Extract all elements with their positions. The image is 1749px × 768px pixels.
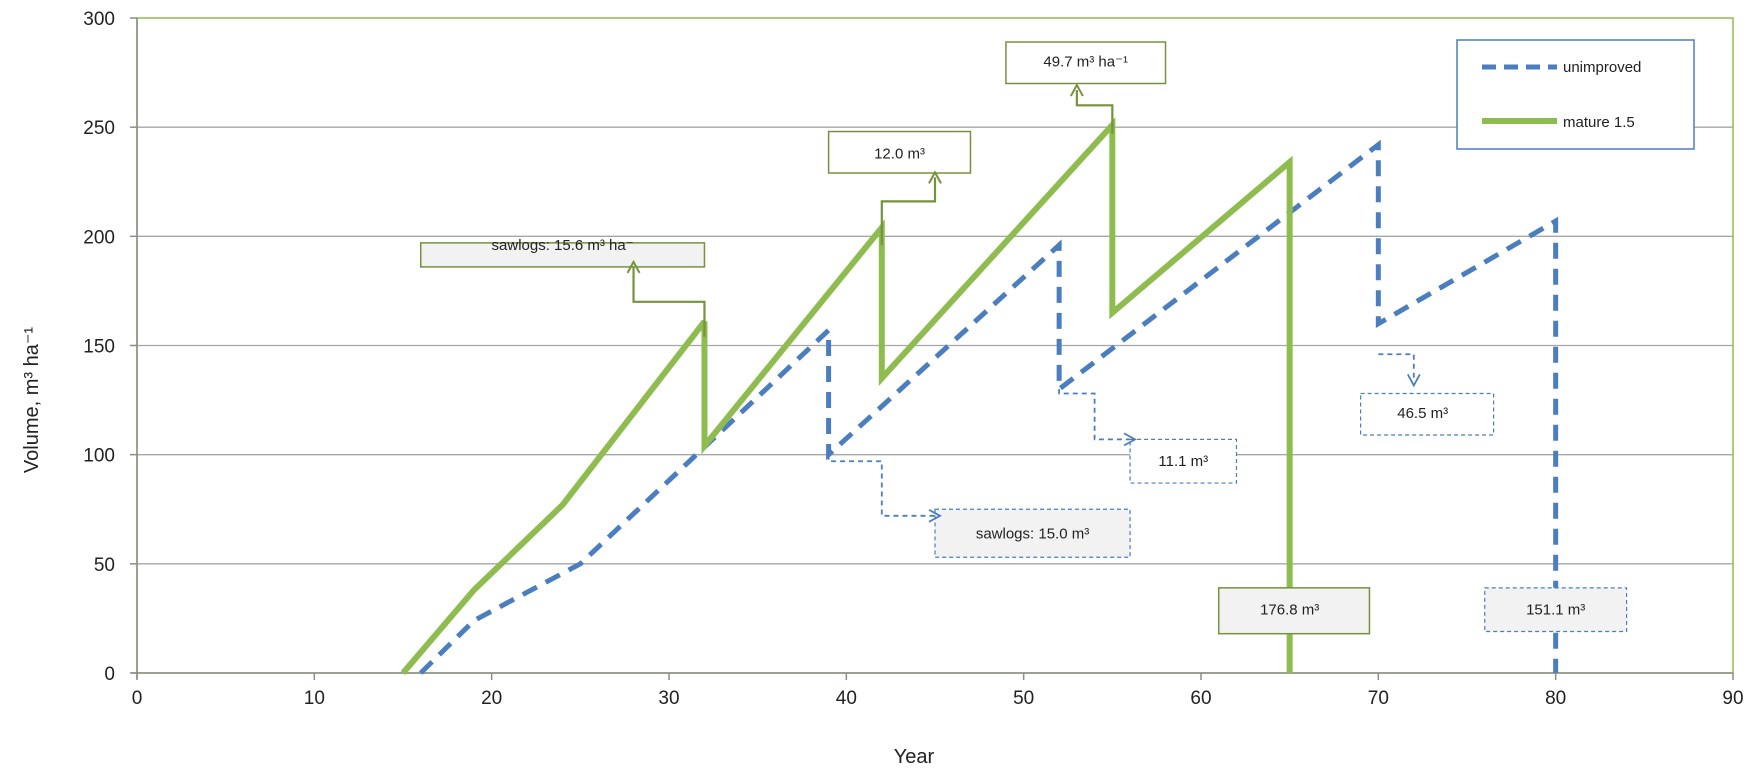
annotation-box-4 xyxy=(1129,438,1238,484)
x-tick-label-5: 50 xyxy=(1013,688,1034,709)
y-tick-label-5: 250 xyxy=(83,118,115,139)
x-axis-title: Year xyxy=(894,746,935,768)
x-tick-label-1: 10 xyxy=(304,688,325,709)
x-tick-label-6: 60 xyxy=(1190,688,1211,709)
annotation-connector-3 xyxy=(827,454,942,523)
x-tick-label-4: 40 xyxy=(836,688,857,709)
annotation-label-1: 12.0 m³ xyxy=(874,145,925,162)
legend: unimproved mature 1.5 xyxy=(1456,39,1695,150)
x-tick-label-3: 30 xyxy=(658,688,679,709)
x-tick-label-9: 90 xyxy=(1722,688,1743,709)
y-tick-label-3: 150 xyxy=(83,337,115,358)
annotation-box-2 xyxy=(1005,41,1167,85)
axes: 0 50 100 150 200 250 300 0 10 20 30 40 50 60 70 80 90 xyxy=(83,9,1743,709)
annotation-connector-2 xyxy=(1077,90,1114,134)
series-mature-1-5 xyxy=(400,117,1293,675)
annotation-label-2: 49.7 m³ ha⁻¹ xyxy=(1043,54,1128,71)
y-tick-label-6: 300 xyxy=(83,9,115,30)
annotation-box-5 xyxy=(1359,392,1495,436)
y-tick-label-2: 100 xyxy=(83,446,115,467)
annotation-label-4: 11.1 m³ xyxy=(1158,453,1208,470)
annotation-box-0 xyxy=(419,242,706,268)
y-tick-label-0: 0 xyxy=(104,664,115,685)
x-tick-label-0: 0 xyxy=(132,688,143,709)
legend-box xyxy=(1456,39,1695,150)
annotation-box-1 xyxy=(827,130,972,174)
x-tick-label-8: 80 xyxy=(1545,688,1566,709)
x-tick-label-7: 70 xyxy=(1368,688,1389,709)
annotation-box-6 xyxy=(1217,587,1371,635)
annotation-connector-5 xyxy=(1378,353,1421,388)
annotation-label-7: 151.1 m³ xyxy=(1526,602,1585,619)
legend-label-unimproved: unimproved xyxy=(1563,59,1641,76)
annotation-connector-4 xyxy=(1058,389,1137,447)
x-tick-label-2: 20 xyxy=(481,688,502,709)
annotations: sawlogs: 15.6 m³ ha⁻ 12.0 m³ 49.7 m³ ha⁻¹ s… xyxy=(419,41,1628,635)
series-unimproved xyxy=(418,139,1559,675)
annotation-label-0: sawlogs: 15.6 m³ ha⁻ xyxy=(492,237,634,254)
annotation-box-7 xyxy=(1484,587,1628,633)
y-axis-title: Volume, m³ ha⁻¹ xyxy=(21,327,43,474)
legend-label-mature-1-5: mature 1.5 xyxy=(1563,114,1635,131)
annotation-box-3 xyxy=(934,508,1131,558)
y-tick-label-4: 200 xyxy=(83,227,115,248)
annotation-connector-0 xyxy=(634,267,706,337)
annotation-label-3: sawlogs: 15.0 m³ xyxy=(976,525,1089,542)
annotation-connector-1 xyxy=(880,177,935,246)
grid xyxy=(137,126,1733,565)
annotation-label-6: 176.8 m³ xyxy=(1260,602,1319,619)
annotation-label-5: 46.5 m³ xyxy=(1397,405,1448,422)
y-tick-label-1: 50 xyxy=(94,555,115,576)
